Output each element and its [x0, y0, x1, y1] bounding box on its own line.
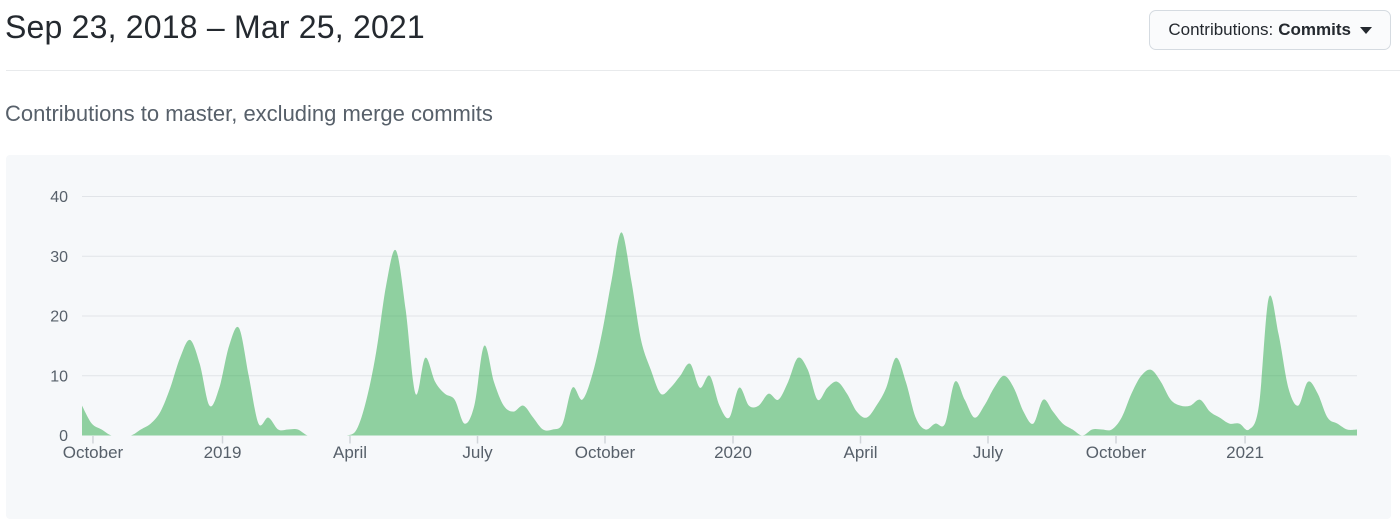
filter-value: Commits [1278, 20, 1351, 39]
x-axis-label: October [63, 443, 124, 462]
x-axis-label: October [575, 443, 636, 462]
x-axis-label: 2019 [204, 443, 242, 462]
caret-down-icon [1360, 26, 1372, 34]
x-axis-label: October [1086, 443, 1147, 462]
page-title: Sep 23, 2018 – Mar 25, 2021 [5, 9, 425, 45]
contributions-filter-dropdown[interactable]: Contributions: Commits [1149, 10, 1391, 50]
x-axis-label: April [844, 443, 878, 462]
y-axis-label: 30 [50, 249, 68, 266]
commits-area-chart[interactable]: 0 10 20 30 40 October 2019 April July October 2020… [6, 155, 1391, 519]
y-axis-label: 40 [50, 189, 68, 206]
chart-card: 0 10 20 30 40 October 2019 April July October 2020… [6, 155, 1391, 519]
x-axis-label: 2020 [714, 443, 752, 462]
y-axis-label: 10 [50, 368, 68, 385]
commits-area-series[interactable] [82, 232, 1357, 436]
filter-label: Contributions: [1168, 20, 1274, 39]
header-divider [6, 70, 1400, 71]
chart-subtitle: Contributions to master, excluding merge… [5, 101, 493, 126]
y-axis-label: 0 [59, 428, 68, 445]
y-axis-label: 20 [50, 309, 68, 326]
x-axis-label: July [462, 443, 493, 462]
x-axis-label: 2021 [1226, 443, 1264, 462]
x-axis-label: July [973, 443, 1004, 462]
x-axis-label: April [333, 443, 367, 462]
